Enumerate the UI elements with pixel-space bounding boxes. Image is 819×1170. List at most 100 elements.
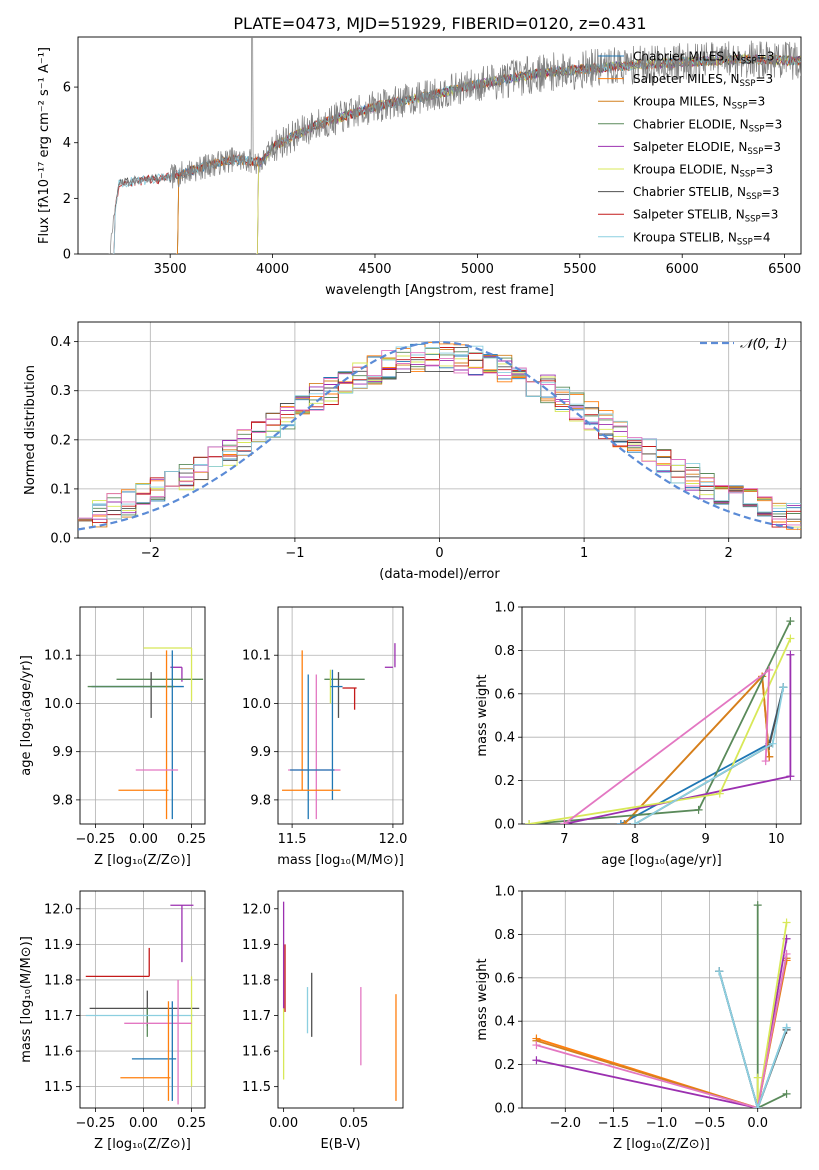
mass_weight_vs_age-frame xyxy=(521,606,802,825)
legend-entry-suffix: =3 xyxy=(755,72,773,86)
mass_weight_vs_Z-ytick-label: 1.0 xyxy=(494,885,515,900)
age_vs_mass-xtick-label: 11.5 xyxy=(278,832,307,847)
legend-entry-suffix: =3 xyxy=(765,117,783,131)
errorbar-point xyxy=(89,990,200,1027)
legend-entry-sub: SSP xyxy=(741,57,757,67)
age_vs_mass-axes: 11.5 12.0 9.8 9.9 10.0 10.1 mass [log₁₀(M/M⊙)] xyxy=(242,606,407,868)
mass_vs_Z-xtick-label: −0.25 xyxy=(75,1116,115,1131)
mass_vs_EBV-errorbars xyxy=(282,901,397,1101)
mass_weight_vs_Z-ytick-label: 0.6 xyxy=(494,971,515,986)
mass_weight_vs_Z-xtick-label: −1.5 xyxy=(598,1116,630,1131)
residual-histogram xyxy=(78,345,801,520)
weight-marker xyxy=(786,634,795,643)
mass_weight_vs_age-xtick-label: 9 xyxy=(702,832,710,847)
spectrum-xtick-label: 5000 xyxy=(461,262,494,277)
residuals-xlabel: (data-model)/error xyxy=(379,567,500,582)
mass_vs_EBV-frame xyxy=(277,890,404,1109)
mass_vs_Z-xtick-label: 0.25 xyxy=(177,1116,206,1131)
mass_weight_vs_age-lines xyxy=(525,617,795,824)
weight-line xyxy=(528,638,792,824)
age_vs_Z-xtick-label: −0.25 xyxy=(75,832,115,847)
legend-entry-sub: SSP xyxy=(740,170,756,180)
legend-entry-sub: SSP xyxy=(732,102,748,112)
legend-entry-sub: SSP xyxy=(740,79,756,89)
weight-marker xyxy=(761,757,770,766)
residuals-ytick-label: 0.3 xyxy=(50,384,71,399)
weight-marker xyxy=(620,820,629,824)
spectrum-xlabel: wavelength [Angstrom, rest frame] xyxy=(325,283,554,298)
mass_vs_EBV-ytick-label: 11.8 xyxy=(242,973,271,988)
mass_vs_Z-xlabel: Z [log₁₀(Z/Z⊙)] xyxy=(94,1137,191,1152)
weight-marker xyxy=(532,1056,541,1065)
legend-entry-sub: SSP xyxy=(747,147,763,157)
residuals-xtick-label: −2 xyxy=(141,546,160,561)
mass_vs_Z-ylabel: mass [log₁₀(M/M⊙)] xyxy=(19,936,34,1063)
weight-marker xyxy=(782,918,791,927)
age_vs_Z-errorbars xyxy=(87,647,204,820)
legend-entry: Kroupa STELIB, NSSP=4 xyxy=(633,230,771,247)
residual-histograms xyxy=(78,341,801,531)
residuals-ytick-label: 0.0 xyxy=(50,532,71,547)
errorbar-point xyxy=(170,904,194,963)
residuals-xtick-label: 1 xyxy=(580,546,588,561)
mass_weight_vs_age-ytick-label: 0.2 xyxy=(494,774,515,789)
spectrum-xtick-label: 5500 xyxy=(563,262,596,277)
age_vs_mass-errorbars xyxy=(282,643,396,820)
mass_vs_Z-frame xyxy=(79,890,206,1109)
legend-entry: Salpeter STELIB, NSSP=3 xyxy=(633,208,778,225)
age_vs_Z-ytick-label: 9.8 xyxy=(52,793,73,808)
age_vs_Z-xlabel: Z [log₁₀(Z/Z⊙)] xyxy=(94,853,191,868)
residuals-frame xyxy=(77,321,802,539)
spectrum-ytick-label: 6 xyxy=(63,81,71,96)
mass_weight_vs_age-ytick-label: 0.4 xyxy=(494,731,515,746)
mass_weight_vs_age-ylabel: mass weight xyxy=(475,674,490,756)
mass_weight_vs_age-axes: 7 8 9 10 0.0 0.2 0.4 0.6 0.8 1.0 age [log₁₀(age/yr… xyxy=(475,601,802,868)
weight-marker xyxy=(560,820,569,824)
residual-histogram xyxy=(78,350,801,526)
mass_vs_EBV-ytick-label: 11.6 xyxy=(242,1045,271,1060)
age_vs_Z-xtick-label: 0.00 xyxy=(129,832,158,847)
mass_weight_vs_Z-xtick-label: −1.0 xyxy=(646,1116,678,1131)
weight-line xyxy=(756,905,787,1108)
legend-entry-suffix: =3 xyxy=(763,140,781,154)
gaussian-curve xyxy=(78,341,799,531)
age_vs_Z-ytick-label: 9.9 xyxy=(52,745,73,760)
mass_vs_Z-ytick-label: 11.5 xyxy=(44,1080,73,1095)
spectrum-xtick-label: 6000 xyxy=(666,262,699,277)
legend-entry: Salpeter MILES, NSSP=3 xyxy=(633,72,773,89)
legend-entry-sub: SSP xyxy=(737,237,753,247)
age_vs_mass-frame xyxy=(277,606,404,825)
mass_vs_Z-xtick-label: 0.00 xyxy=(129,1116,158,1131)
legend-entry: Salpeter ELODIE, NSSP=3 xyxy=(633,140,781,157)
mass_weight_vs_age-ytick-label: 0.8 xyxy=(494,644,515,659)
weight-marker xyxy=(768,739,777,748)
mass_vs_Z-ytick-label: 11.9 xyxy=(44,938,73,953)
mass_weight_vs_age-xtick-label: 7 xyxy=(560,832,568,847)
legend-entry: Chabrier ELODIE, NSSP=3 xyxy=(633,117,782,134)
residuals-xtick-label: −1 xyxy=(285,546,304,561)
spectrum-axes: 3500 4000 4500 5000 5500 6000 6500 0 2 4 6 waveleng… xyxy=(37,36,802,298)
mass_vs_Z-errorbars xyxy=(85,904,200,1105)
mass_weight_vs_Z-ytick-label: 0.8 xyxy=(494,928,515,943)
mass_weight_vs_age-ytick-label: 0.0 xyxy=(494,818,515,833)
weight-marker xyxy=(786,617,795,626)
mass_weight_vs_Z-xtick-label: −2.0 xyxy=(550,1116,582,1131)
legend-entry-name: Salpeter MILES, N xyxy=(633,72,740,86)
age_vs_mass-ytick-label: 9.8 xyxy=(250,793,271,808)
residuals-ytick-label: 0.1 xyxy=(50,482,71,497)
legend-entry-suffix: =3 xyxy=(748,95,766,109)
legend-entry-name: Kroupa STELIB, N xyxy=(633,230,737,244)
residuals-axes: −2 −1 0 1 2 0.0 0.1 0.2 0.3 0.4 (data-model)/error… xyxy=(23,321,802,582)
spectrum-ytick-label: 2 xyxy=(63,192,71,207)
residual-histogram xyxy=(78,347,801,520)
legend-entry: Chabrier MILES, NSSP=3 xyxy=(633,50,774,67)
age_vs_Z-axes: −0.25 0.00 0.25 9.8 9.9 10.0 10.1 Z [log₁₀(Z/Z⊙… xyxy=(19,606,206,868)
age_vs_Z-frame xyxy=(79,606,206,825)
age_vs_Z-ytick-label: 10.1 xyxy=(44,649,73,664)
mass_vs_EBV-xtick-label: 0.05 xyxy=(339,1116,368,1131)
legend-entry-sub: SSP xyxy=(745,215,761,225)
age_vs_mass-ytick-label: 10.1 xyxy=(242,649,271,664)
legend-entry-name: Chabrier ELODIE, N xyxy=(633,117,749,131)
legend-entry-name: Salpeter ELODIE, N xyxy=(633,140,747,154)
